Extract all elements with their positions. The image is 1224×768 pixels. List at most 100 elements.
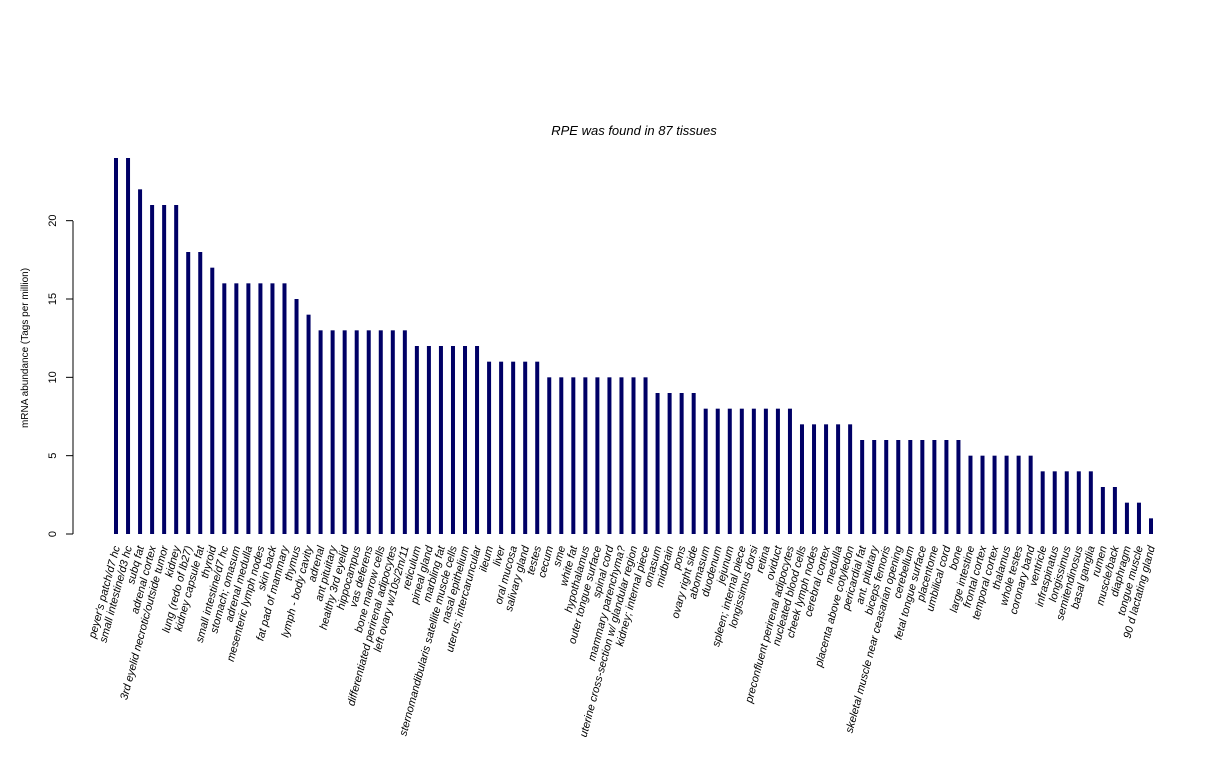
bar <box>318 330 323 534</box>
category-label: liver <box>491 543 508 567</box>
bar <box>126 158 131 534</box>
bar <box>234 283 239 534</box>
bar <box>679 393 684 534</box>
bar <box>872 440 877 534</box>
bar <box>727 408 732 534</box>
bar <box>487 361 492 534</box>
bar <box>426 346 431 534</box>
bar <box>884 440 889 534</box>
bar <box>222 283 227 534</box>
bar <box>198 252 203 534</box>
bar <box>414 346 419 534</box>
bar <box>282 283 287 534</box>
bar <box>860 440 865 534</box>
bar <box>715 408 720 534</box>
bar <box>956 440 961 534</box>
y-axis-label: mRNA abundance (Tags per million) <box>20 268 31 428</box>
bar <box>523 361 528 534</box>
bar <box>1124 502 1129 534</box>
bar <box>438 346 443 534</box>
bar <box>992 455 997 534</box>
bar <box>703 408 708 534</box>
bar <box>547 377 552 534</box>
bar <box>354 330 359 534</box>
bar <box>330 330 335 534</box>
bar <box>583 377 588 534</box>
bar <box>1088 471 1093 534</box>
bar <box>595 377 600 534</box>
bar <box>1149 518 1153 534</box>
bar <box>450 346 455 534</box>
bar <box>306 314 311 534</box>
y-tick-label: 10 <box>47 371 59 383</box>
bar <box>270 283 275 534</box>
bar <box>535 361 540 534</box>
bar <box>246 283 251 534</box>
bar <box>631 377 636 534</box>
bar <box>258 283 263 534</box>
bar <box>751 408 756 534</box>
bar <box>1016 455 1021 534</box>
y-tick-label: 5 <box>47 453 59 459</box>
bar <box>667 393 672 534</box>
bar <box>739 408 744 534</box>
bar <box>511 361 516 534</box>
bar <box>366 330 371 534</box>
bar <box>390 330 395 534</box>
bar <box>1064 471 1069 534</box>
bar <box>138 189 143 535</box>
y-axis-ticks: 0 5 10 15 20 <box>47 215 73 537</box>
y-tick-label: 15 <box>47 293 59 305</box>
bar <box>775 408 780 534</box>
y-tick-label: 20 <box>47 215 59 227</box>
bar <box>896 440 901 534</box>
y-tick-label: 0 <box>47 531 59 537</box>
bar <box>848 424 853 534</box>
bar <box>402 330 407 534</box>
bar <box>968 455 973 534</box>
bar <box>162 205 167 534</box>
bar <box>210 267 215 534</box>
bar <box>342 330 347 534</box>
bar <box>1100 487 1105 534</box>
bar <box>836 424 841 534</box>
bar <box>174 205 179 534</box>
bar <box>150 205 155 534</box>
bar <box>908 440 913 534</box>
bar <box>571 377 576 534</box>
bar <box>920 440 925 534</box>
bar <box>763 408 768 534</box>
bar <box>812 424 817 534</box>
bar <box>114 158 118 534</box>
bar <box>1136 502 1141 534</box>
bar <box>932 440 937 534</box>
bar <box>655 393 660 534</box>
bar <box>619 377 624 534</box>
bar <box>499 361 504 534</box>
bar <box>559 377 564 534</box>
chart-title: RPE was found in 87 tissues <box>551 123 717 138</box>
bar <box>1040 471 1045 534</box>
bar <box>980 455 985 534</box>
bar <box>475 346 480 534</box>
bar <box>186 252 191 534</box>
bar <box>824 424 829 534</box>
bar <box>787 408 792 534</box>
category-label: sme <box>551 545 568 568</box>
bar <box>378 330 383 534</box>
bar <box>1004 455 1009 534</box>
bar <box>463 346 468 534</box>
bar <box>643 377 648 534</box>
bar <box>1076 471 1081 534</box>
bar <box>607 377 612 534</box>
bar <box>294 299 299 534</box>
bar <box>1052 471 1057 534</box>
bar <box>1028 455 1033 534</box>
bar <box>799 424 804 534</box>
bar <box>691 393 696 534</box>
bar <box>944 440 949 534</box>
bars <box>114 158 1153 535</box>
bar <box>1112 487 1117 534</box>
